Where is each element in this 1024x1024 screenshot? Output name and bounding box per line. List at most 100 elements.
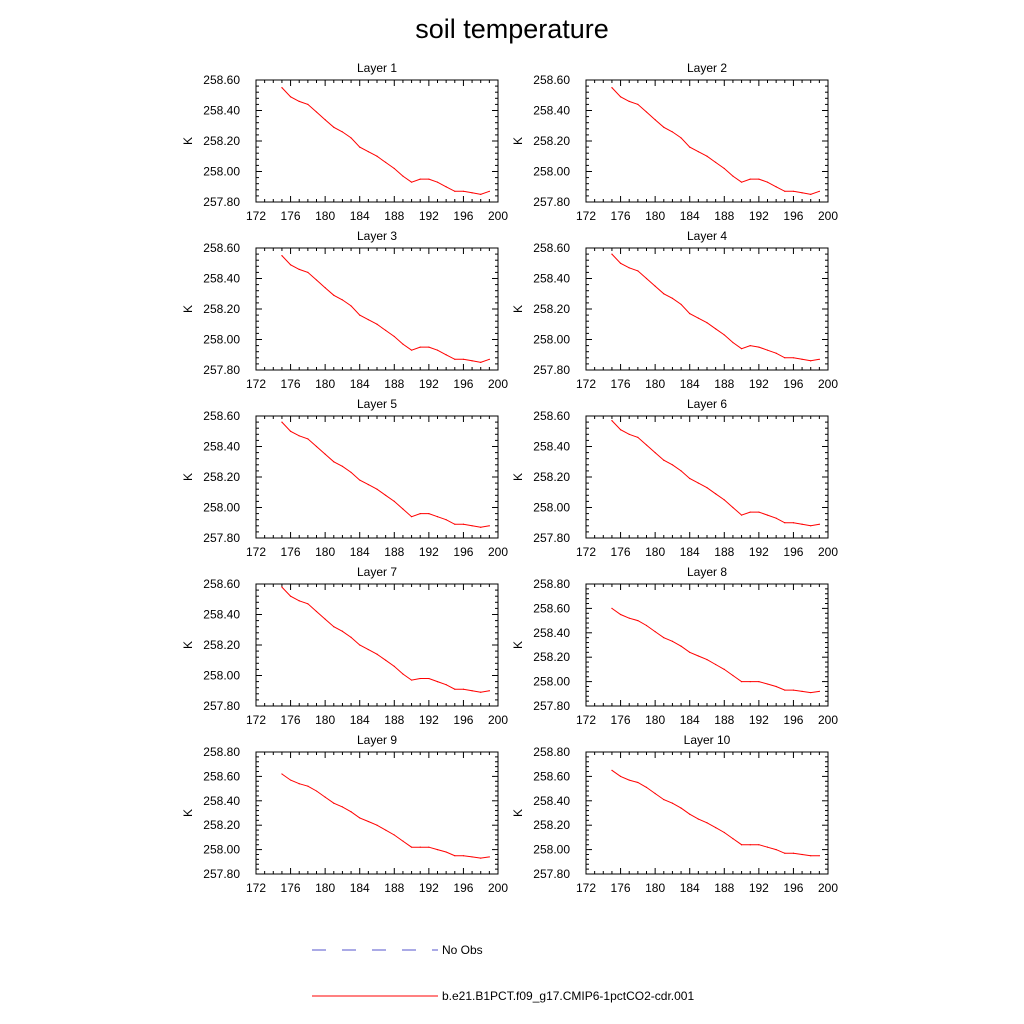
data-point xyxy=(706,322,708,324)
y-tick-label: 258.40 xyxy=(533,272,570,286)
data-point xyxy=(818,358,820,360)
data-point xyxy=(680,645,682,647)
data-point xyxy=(784,522,786,524)
data-point xyxy=(697,818,699,820)
x-tick-label: 200 xyxy=(488,209,508,223)
y-tick-label: 258.00 xyxy=(203,843,240,857)
panel-title: Layer 1 xyxy=(357,61,397,75)
plot-frame xyxy=(585,751,829,875)
data-point xyxy=(715,328,717,330)
x-tick-label: 192 xyxy=(749,209,769,223)
data-point xyxy=(454,523,456,525)
y-tick-label: 258.20 xyxy=(203,818,240,832)
data-point xyxy=(289,264,292,266)
data-point xyxy=(645,111,648,113)
data-point xyxy=(436,849,439,851)
data-point xyxy=(307,103,309,105)
y-tick-label: 258.60 xyxy=(533,241,570,255)
y-tick-label: 258.00 xyxy=(533,501,570,515)
data-point xyxy=(645,624,648,627)
y-tick-label: 258.60 xyxy=(203,241,240,255)
series-line xyxy=(611,607,820,694)
data-point xyxy=(792,689,795,691)
y-tick-label: 257.80 xyxy=(533,867,570,881)
data-point xyxy=(419,513,421,515)
x-tick-label: 184 xyxy=(680,713,700,727)
y-tick-label: 257.80 xyxy=(203,867,240,881)
data-point xyxy=(706,487,708,489)
x-tick-label: 196 xyxy=(453,881,473,895)
panel-title: Layer 4 xyxy=(687,229,727,243)
data-point xyxy=(637,270,639,272)
y-tick-label: 258.00 xyxy=(533,333,570,347)
data-point xyxy=(645,786,648,788)
chart-title: soil temperature xyxy=(415,14,609,44)
data-point xyxy=(697,655,699,657)
data-point xyxy=(801,523,803,525)
y-tick-label: 257.80 xyxy=(533,531,570,545)
plot-frame xyxy=(255,583,499,707)
data-point xyxy=(324,618,326,620)
data-point xyxy=(663,459,665,461)
data-point xyxy=(359,644,361,646)
data-point xyxy=(402,840,404,842)
x-tick-label: 180 xyxy=(645,377,665,391)
y-tick-label: 257.80 xyxy=(533,363,570,377)
x-tick-label: 200 xyxy=(488,545,508,559)
y-tick-label: 258.40 xyxy=(533,794,570,808)
data-point xyxy=(315,790,318,792)
plot-frame xyxy=(585,583,829,707)
data-point xyxy=(663,293,665,295)
plot-frame xyxy=(255,79,499,203)
data-point xyxy=(715,663,717,666)
data-point xyxy=(732,838,734,840)
x-tick-label: 192 xyxy=(419,713,439,727)
data-point xyxy=(784,689,786,691)
data-point xyxy=(341,806,344,808)
data-point xyxy=(462,358,465,360)
panel-1: Layer 1 172 176 180 184 188 192 196 200 258.60 258… xyxy=(181,61,508,223)
data-point xyxy=(350,811,352,813)
data-point xyxy=(689,813,691,815)
data-point xyxy=(410,349,413,351)
x-tick-label: 172 xyxy=(576,713,596,727)
x-tick-label: 188 xyxy=(384,545,404,559)
y-tick-label: 258.20 xyxy=(533,650,570,664)
data-point xyxy=(645,277,648,280)
data-point xyxy=(801,690,803,692)
x-tick-label: 184 xyxy=(350,377,370,391)
data-point xyxy=(775,685,777,688)
data-point xyxy=(784,852,786,854)
data-point xyxy=(732,175,734,177)
y-tick-label: 258.40 xyxy=(203,272,240,286)
data-point xyxy=(740,348,743,350)
x-tick-label: 196 xyxy=(783,881,803,895)
data-point xyxy=(307,785,309,787)
series-line xyxy=(611,769,820,857)
plot-frame xyxy=(255,415,499,539)
x-tick-label: 184 xyxy=(680,881,700,895)
x-tick-label: 172 xyxy=(246,713,266,727)
data-point xyxy=(402,673,404,675)
y-tick-label: 258.20 xyxy=(203,134,240,148)
data-point xyxy=(810,360,812,362)
plot-frame xyxy=(585,79,829,203)
y-tick-label: 258.80 xyxy=(533,745,570,759)
y-tick-label: 258.00 xyxy=(533,843,570,857)
x-tick-label: 192 xyxy=(749,545,769,559)
data-point xyxy=(333,294,335,296)
panel-4: Layer 4 172 176 180 184 188 192 196 200 258.60 258… xyxy=(511,229,838,391)
y-tick-label: 258.40 xyxy=(203,794,240,808)
x-tick-label: 196 xyxy=(453,545,473,559)
x-tick-label: 180 xyxy=(645,209,665,223)
data-point xyxy=(298,435,300,437)
data-point xyxy=(810,691,812,694)
panel-7: Layer 7 172 176 180 184 188 192 196 200 258.60 258… xyxy=(181,565,508,727)
data-point xyxy=(341,131,344,133)
y-tick-label: 258.60 xyxy=(203,769,240,783)
data-point xyxy=(298,600,300,602)
data-point xyxy=(680,470,682,472)
data-point xyxy=(680,303,682,306)
y-tick-label: 258.60 xyxy=(533,769,570,783)
data-point xyxy=(758,844,760,846)
